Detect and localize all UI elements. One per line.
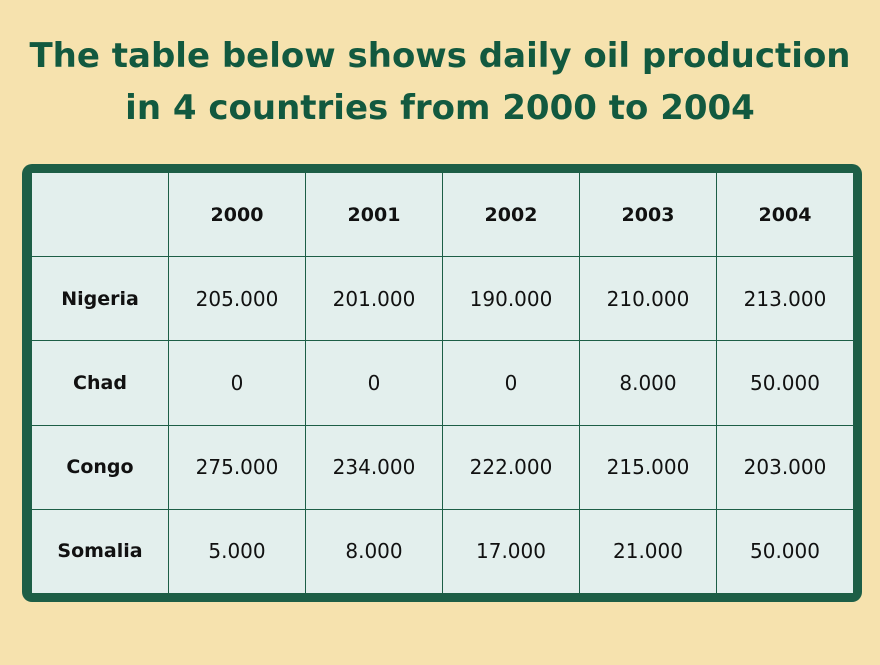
- table-cell: 8.000: [579, 340, 717, 426]
- table-cell: 50.000: [716, 340, 854, 426]
- table-cell: 203.000: [716, 424, 854, 510]
- page-title: The table below shows daily oil producti…: [0, 30, 880, 134]
- title-line-1: The table below shows daily oil producti…: [29, 36, 851, 76]
- table-cell: 201.000: [305, 255, 443, 342]
- corner-cell: [31, 172, 169, 257]
- table-cell: 21.000: [579, 508, 717, 595]
- table-cell: 210.000: [579, 255, 717, 342]
- row-header: Somalia: [31, 508, 169, 595]
- table-cell: 205.000: [168, 255, 306, 342]
- table-cell: 190.000: [442, 255, 580, 342]
- table-cell: 17.000: [442, 508, 580, 595]
- header-row: 2000 2001 2002 2003 2004: [31, 172, 854, 257]
- column-header: 2002: [442, 172, 580, 257]
- table-cell: 215.000: [579, 424, 717, 510]
- table-cell: 234.000: [305, 424, 443, 510]
- table-row: Nigeria 205.000 201.000 190.000 210.000 …: [31, 255, 854, 342]
- data-table: 2000 2001 2002 2003 2004 Nigeria 205.000…: [31, 172, 854, 595]
- column-header: 2003: [579, 172, 717, 257]
- table-cell: 222.000: [442, 424, 580, 510]
- table-cell: 0: [305, 340, 443, 426]
- table-cell: 8.000: [305, 508, 443, 595]
- row-header: Chad: [31, 340, 169, 426]
- table-row: Congo 275.000 234.000 222.000 215.000 20…: [31, 424, 854, 510]
- title-line-2: in 4 countries from 2000 to 2004: [125, 88, 755, 128]
- column-header: 2000: [168, 172, 306, 257]
- table-frame: 2000 2001 2002 2003 2004 Nigeria 205.000…: [22, 164, 862, 602]
- table-cell: 213.000: [716, 255, 854, 342]
- table-cell: 5.000: [168, 508, 306, 595]
- table-cell: 0: [168, 340, 306, 426]
- column-header: 2004: [716, 172, 854, 257]
- table-cell: 275.000: [168, 424, 306, 510]
- row-header: Congo: [31, 424, 169, 510]
- table-row: Somalia 5.000 8.000 17.000 21.000 50.000: [31, 508, 854, 595]
- column-header: 2001: [305, 172, 443, 257]
- table-cell: 0: [442, 340, 580, 426]
- row-header: Nigeria: [31, 255, 169, 342]
- table-row: Chad 0 0 0 8.000 50.000: [31, 340, 854, 426]
- table-cell: 50.000: [716, 508, 854, 595]
